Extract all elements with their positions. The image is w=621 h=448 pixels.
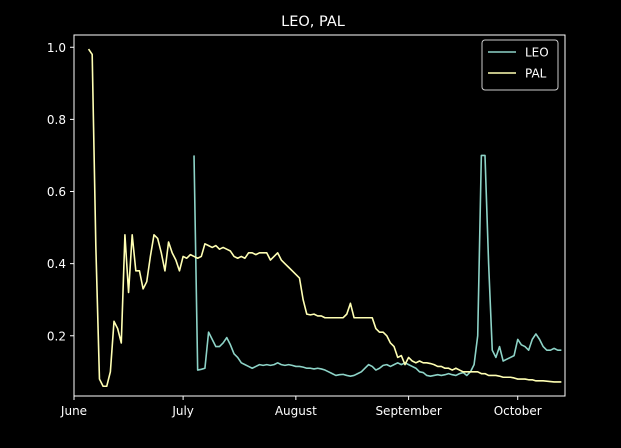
y-tick-label: 1.0 xyxy=(47,41,66,55)
series-line-leo xyxy=(193,154,562,377)
x-tick-label: July xyxy=(171,404,194,418)
y-tick-label: 0.2 xyxy=(47,329,66,343)
x-tick-label: September xyxy=(375,404,441,418)
plot-frame xyxy=(73,34,566,397)
plot-area xyxy=(87,48,562,388)
x-tick-label: October xyxy=(494,404,542,418)
legend-label-leo: LEO xyxy=(525,46,549,60)
y-tick-label: 0.6 xyxy=(47,185,66,199)
x-tick-label: August xyxy=(275,404,317,418)
chart-title: LEO, PAL xyxy=(281,14,345,30)
legend-label-pal: PAL xyxy=(525,67,547,81)
x-axis: June July August September October xyxy=(60,396,542,418)
series-line-pal xyxy=(87,48,562,388)
y-tick-label: 0.4 xyxy=(47,257,66,271)
y-axis: 0.2 0.4 0.6 0.8 1.0 xyxy=(47,41,74,343)
legend: LEO PAL xyxy=(481,39,559,91)
y-tick-label: 0.8 xyxy=(47,113,66,127)
x-tick-label: June xyxy=(60,404,87,418)
